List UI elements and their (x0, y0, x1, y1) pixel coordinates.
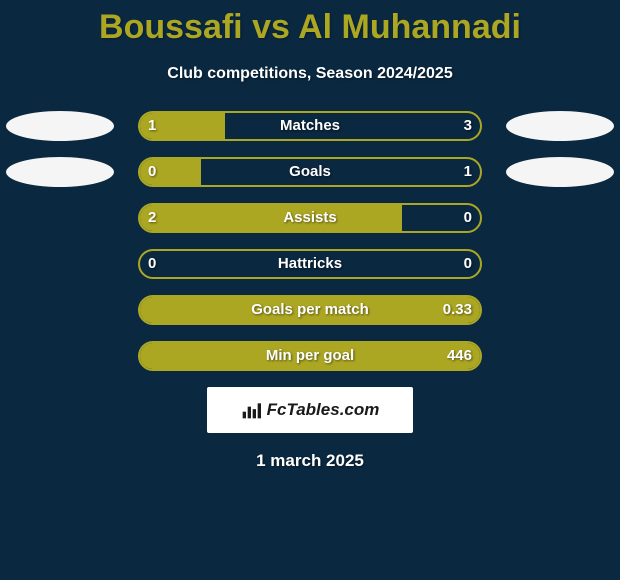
stat-bar-left-fill (140, 343, 480, 369)
stat-row: Goals01 (0, 157, 620, 187)
stat-bar-track (138, 295, 482, 325)
stat-bar-left-fill (140, 113, 225, 139)
stat-row: Hattricks00 (0, 249, 620, 279)
watermark-text: FcTables.com (267, 400, 380, 420)
stat-bar-left-fill (140, 159, 201, 185)
player-avatar-left (6, 157, 114, 187)
stat-row: Matches13 (0, 111, 620, 141)
stat-row: Min per goal446 (0, 341, 620, 371)
stat-bar-left-fill (140, 205, 402, 231)
stat-bar-track (138, 203, 482, 233)
comparison-date: 1 march 2025 (0, 451, 620, 471)
watermark-badge: FcTables.com (207, 387, 413, 433)
comparison-title: Boussafi vs Al Muhannadi (0, 0, 620, 47)
stat-bar-left-fill (140, 297, 480, 323)
stat-row: Assists20 (0, 203, 620, 233)
player-avatar-right (506, 157, 614, 187)
stat-bar-track (138, 111, 482, 141)
comparison-subtitle: Club competitions, Season 2024/2025 (0, 65, 620, 83)
bar-chart-icon (241, 400, 261, 420)
stat-bar-track (138, 157, 482, 187)
player-avatar-left (6, 111, 114, 141)
stat-row: Goals per match0.33 (0, 295, 620, 325)
stat-bar-track (138, 249, 482, 279)
player-avatar-right (506, 111, 614, 141)
stats-area: Matches13 Goals01 Assists20 Hattricks00 Goal… (0, 111, 620, 371)
stat-bar-track (138, 341, 482, 371)
